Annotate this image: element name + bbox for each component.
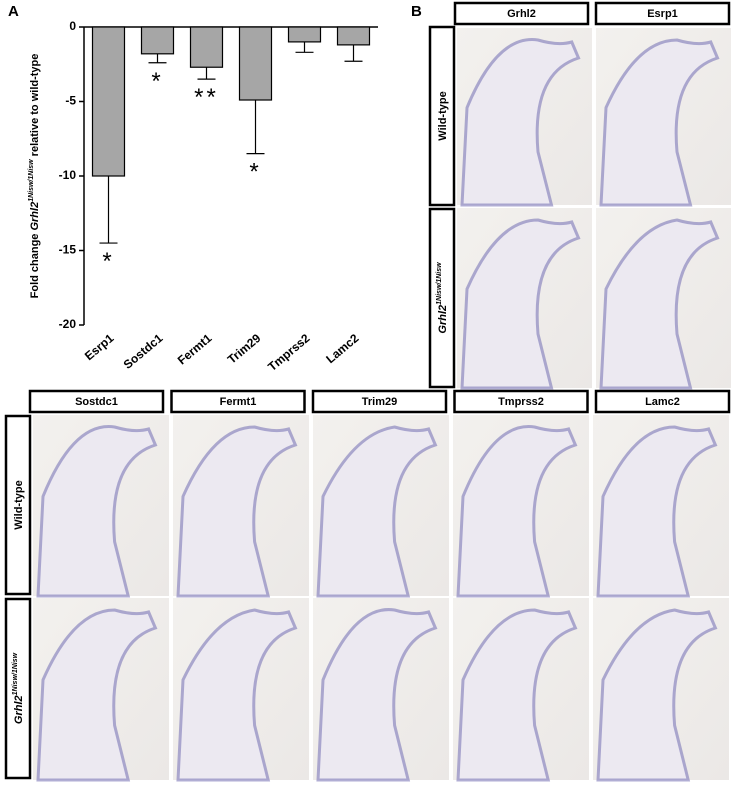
y-tick-label: -15 — [59, 243, 77, 257]
row-label-box — [4, 597, 32, 780]
row-label-text: Wild-type — [437, 91, 449, 140]
bar — [140, 26, 175, 55]
bar — [189, 26, 224, 68]
row-label: Wild-type — [437, 91, 449, 140]
row-label-box — [4, 414, 32, 596]
y-tick-label: 0 — [69, 19, 76, 33]
tissue — [456, 608, 578, 782]
tissue — [316, 608, 438, 782]
x-tick-label: Fermt1 — [175, 331, 215, 368]
label-text: relative to wild-type — [29, 54, 41, 160]
panel-label: B — [411, 3, 422, 20]
gene-name: Grhl2 — [29, 202, 41, 231]
bar — [238, 26, 273, 101]
x-tick-label: Esrp1 — [82, 331, 117, 363]
column-header-box — [28, 389, 165, 414]
superscript: 1Nisw/1Nisw — [436, 262, 443, 305]
tissue — [36, 608, 158, 782]
row-label-box — [428, 25, 456, 207]
significance-marker: * — [151, 68, 163, 95]
error-bar — [148, 53, 167, 64]
bar — [287, 26, 322, 43]
tissue — [176, 425, 298, 598]
tissue — [456, 425, 578, 598]
row-label: Wild-type — [13, 480, 25, 529]
superscript: 1Nisw/1Nisw — [28, 159, 35, 202]
error-bar — [246, 100, 265, 155]
column-header-box — [170, 389, 306, 414]
column-header: Esrp1 — [647, 8, 678, 20]
tissue — [316, 425, 438, 598]
tissue — [460, 218, 581, 390]
y-axis-label: Fold change Grhl21Nisw/1Nisw relative to… — [28, 54, 41, 299]
significance-marker: ** — [194, 84, 219, 111]
y-tick-label: -10 — [59, 168, 77, 182]
tissue — [460, 38, 581, 207]
column-header: Sostdc1 — [75, 396, 118, 408]
panel-label: A — [8, 3, 19, 20]
column-header: Tmprss2 — [498, 396, 544, 408]
column-header: Grhl2 — [507, 8, 536, 20]
y-tick-label: -20 — [59, 317, 77, 331]
x-tick-label: Tmprss2 — [265, 331, 313, 374]
tissue — [596, 425, 718, 598]
column-header: Fermt1 — [220, 396, 257, 408]
column-header: Lamc2 — [645, 396, 680, 408]
x-tick-label: Trim29 — [225, 331, 264, 367]
column-header-box — [453, 1, 590, 26]
row-label: Grhl21Nisw/1Nisw — [12, 652, 25, 724]
x-tick-label: Lamc2 — [323, 331, 361, 366]
error-bar — [197, 67, 216, 80]
tissue — [36, 425, 158, 598]
column-header-box — [594, 389, 731, 414]
significance-marker: * — [249, 159, 261, 186]
x-tick-label: Sostdc1 — [121, 331, 166, 372]
gene-name: Grhl2 — [437, 305, 449, 334]
significance-marker: * — [102, 248, 114, 275]
superscript: 1Nisw/1Nisw — [12, 652, 19, 695]
error-bar — [344, 44, 363, 62]
row-label: Grhl21Nisw/1Nisw — [436, 262, 449, 334]
tissue — [596, 608, 718, 782]
column-header-box — [453, 389, 589, 414]
row-label-text: Wild-type — [13, 480, 25, 529]
error-bar — [295, 41, 314, 53]
tissue — [599, 38, 720, 207]
error-bar — [99, 176, 118, 244]
y-tick-label: -5 — [65, 94, 76, 108]
bar — [91, 26, 126, 177]
column-header: Trim29 — [362, 396, 397, 408]
tissue — [599, 218, 720, 390]
row-label-box — [428, 207, 456, 389]
tissue — [176, 608, 298, 782]
label-text: Fold change — [29, 231, 41, 299]
gene-name: Grhl2 — [13, 695, 25, 724]
bar — [336, 26, 371, 46]
column-header-box — [594, 1, 731, 26]
column-header-box — [311, 389, 448, 414]
